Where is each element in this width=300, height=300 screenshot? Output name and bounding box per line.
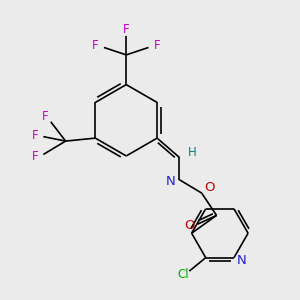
Text: N: N	[166, 175, 176, 188]
Text: F: F	[41, 110, 48, 123]
Text: F: F	[32, 150, 38, 163]
Text: N: N	[236, 254, 246, 267]
Text: Cl: Cl	[177, 268, 189, 281]
Text: F: F	[32, 129, 38, 142]
Text: H: H	[188, 146, 196, 160]
Text: O: O	[184, 219, 195, 232]
Text: O: O	[204, 181, 214, 194]
Text: F: F	[123, 23, 130, 36]
Text: F: F	[154, 40, 160, 52]
Text: F: F	[92, 40, 99, 52]
